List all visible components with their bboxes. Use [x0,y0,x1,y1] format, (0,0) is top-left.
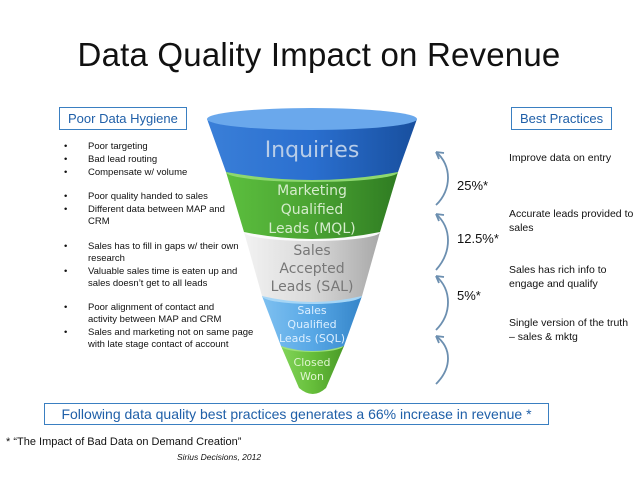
left-group-1: • Poor targeting • Bad lead routing • Compe… [64,141,259,180]
list-item: • Poor targeting [64,141,148,152]
bullet-icon: • [64,154,68,165]
funnel-stage-inquiries [207,108,417,180]
list-item: • Different data between MAP and CRM [64,204,225,227]
stage-label-sql-3: Leads (SQL) [279,332,345,345]
citation-source: Sirius Decisions, 2012 [177,452,262,462]
list-item: • Poor alignment of contact and activity … [64,302,222,325]
stage-label-sql-1: Sales [297,304,327,317]
best-practice-note-3: Sales has rich info to engage and qualif… [509,264,607,290]
percentage-label-3: 5%* [457,288,481,303]
bullet-icon: • [64,241,68,252]
bullet-icon: • [64,327,68,338]
curved-arrow-1 [435,151,449,206]
bullet-icon: • [64,204,68,215]
best-practice-note-2: Accurate leads provided to sales [509,208,634,234]
stage-label-mql-1: Marketing [277,183,347,199]
stage-label-closed: Closed [294,356,331,369]
list-item: • Compensate w/ volume [64,167,188,178]
stage-label-sal-2: Accepted [279,261,344,277]
percentage-label-2: 12.5%* [457,231,499,246]
stage-label-sql-2: Qualified [287,318,336,331]
arrow-group [435,151,449,385]
curved-arrow-4 [435,335,449,385]
curved-arrow-2 [435,213,449,271]
list-item: • Bad lead routing [64,154,158,165]
stage-label-mql-3: Leads (MQL) [268,221,355,237]
list-item: • Poor quality handed to sales [64,191,208,202]
footer-callout: Following data quality best practices ge… [44,403,549,425]
percentage-label-1: 25%* [457,178,489,193]
best-practices-label: Best Practices [511,107,613,130]
bullet-icon: • [64,167,68,178]
curved-arrow-3 [435,275,449,331]
left-group-2: • Poor quality handed to sales • Different… [64,191,259,229]
left-group-3: • Sales has to fill in gaps w/ their own … [64,241,259,291]
bullet-icon: • [64,191,68,202]
stage-label-inquiries: Inquiries [265,138,360,163]
stage-label-won: Won [300,370,324,383]
stage-label-sal-1: Sales [293,243,330,259]
poor-data-hygiene-label: Poor Data Hygiene [59,107,187,130]
stage-label-mql-2: Qualified [281,202,344,218]
list-item: • Sales has to fill in gaps w/ their own … [64,241,239,264]
bullet-icon: • [64,302,68,313]
list-item: • Sales and marketing not on same page wi… [64,327,254,350]
list-item: • Valuable sales time is eaten up and sal… [64,266,238,289]
bullet-icon: • [64,141,68,152]
citation-title: * “The Impact of Bad Data on Demand Crea… [6,436,242,448]
page-title: Data Quality Impact on Revenue [77,36,561,73]
stage-label-sal-3: Leads (SAL) [271,279,354,295]
bullet-icon: • [64,266,68,277]
best-practice-note-1: Improve data on entry [509,152,612,164]
best-practice-note-4: Single version of the truth – sales & mk… [509,317,629,343]
left-group-4: • Poor alignment of contact and activity … [64,302,259,352]
